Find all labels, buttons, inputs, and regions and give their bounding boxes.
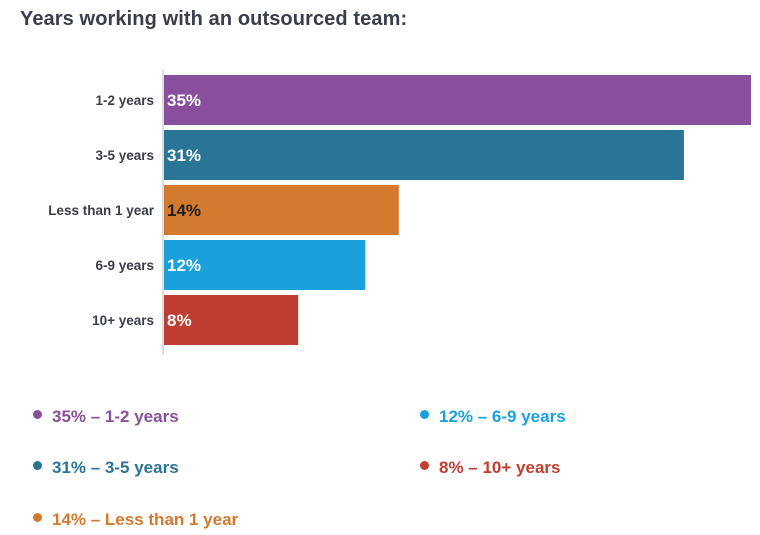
data-label: 12% bbox=[167, 256, 201, 275]
category-label: 3-5 years bbox=[95, 148, 154, 163]
category-label: 1-2 years bbox=[95, 93, 154, 108]
legend-dot-icon bbox=[33, 460, 42, 470]
data-label: 8% bbox=[167, 311, 192, 330]
legend-item-1-2-years: 35% – 1-2 years bbox=[33, 407, 179, 427]
legend-dot-icon bbox=[420, 409, 429, 419]
legend-label: 14% – Less than 1 year bbox=[52, 510, 239, 529]
data-label: 31% bbox=[167, 146, 201, 165]
bar-chart: 1-2 years 35% 3-5 years 31% Less than 1 year… bbox=[48, 70, 751, 355]
legend-label: 8% – 10+ years bbox=[439, 458, 561, 477]
legend-dot-icon bbox=[33, 409, 42, 419]
category-label: Less than 1 year bbox=[48, 203, 155, 218]
legend-item-less-than-1-year: 14% – Less than 1 year bbox=[33, 510, 238, 530]
legend-dot-icon bbox=[33, 512, 42, 522]
legend-item-6-9-years: 12% – 6-9 years bbox=[420, 407, 566, 427]
bar-10-years bbox=[164, 295, 299, 345]
legend-dot-icon bbox=[420, 460, 429, 470]
category-label: 6-9 years bbox=[95, 258, 154, 273]
data-label: 14% bbox=[167, 201, 201, 220]
legend-item-3-5-years: 31% – 3-5 years bbox=[33, 458, 179, 478]
legend-item-10-plus-years: 8% – 10+ years bbox=[420, 458, 560, 478]
legend-label: 35% – 1-2 years bbox=[52, 407, 179, 426]
bar-3-5-years bbox=[164, 130, 684, 180]
legend-label: 31% – 3-5 years bbox=[52, 458, 179, 477]
chart-title: Years working with an outsourced team: bbox=[20, 8, 408, 30]
bar-6-9-years bbox=[164, 240, 366, 290]
bar-1-2-years bbox=[164, 75, 751, 125]
data-label: 35% bbox=[167, 91, 201, 110]
bar-less-than-1-year bbox=[164, 185, 399, 235]
legend-label: 12% – 6-9 years bbox=[439, 407, 566, 426]
category-label: 10+ years bbox=[92, 313, 154, 328]
